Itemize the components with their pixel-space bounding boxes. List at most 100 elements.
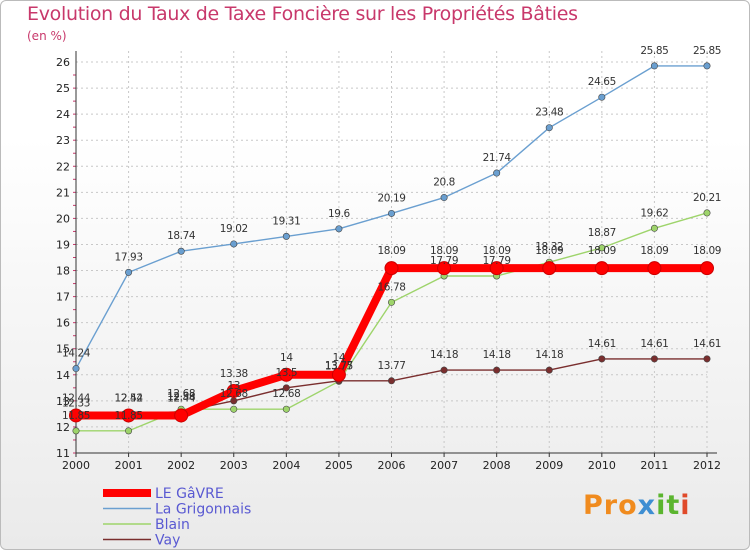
data-point xyxy=(69,408,83,423)
data-point xyxy=(230,405,238,413)
data-label: 16.78 xyxy=(377,281,405,293)
y-tick-label: 23 xyxy=(56,134,70,147)
data-point xyxy=(703,209,711,217)
y-tick-label: 25 xyxy=(56,82,70,95)
data-point xyxy=(703,62,711,70)
data-point xyxy=(387,377,395,385)
data-point xyxy=(650,224,658,232)
data-label: 18.09 xyxy=(693,245,721,257)
data-point xyxy=(121,408,136,423)
y-tick-label: 19 xyxy=(56,238,70,251)
data-label: 25.85 xyxy=(693,45,721,57)
data-label: 13.5 xyxy=(275,367,297,379)
data-label: 20.19 xyxy=(377,192,405,204)
y-tick-label: 12 xyxy=(56,421,70,434)
y-tick-label: 15 xyxy=(56,343,70,356)
data-label: 23.48 xyxy=(535,107,563,119)
data-label: 12.58 xyxy=(167,391,195,403)
data-label: 14.18 xyxy=(535,349,563,361)
data-point xyxy=(703,355,711,363)
y-tick-label: 17 xyxy=(56,291,70,304)
data-label: 18.09 xyxy=(640,245,668,257)
data-point xyxy=(493,169,501,177)
data-label: 13.77 xyxy=(377,360,405,372)
data-point xyxy=(440,366,448,374)
x-tick-label: 2012 xyxy=(693,459,721,472)
data-label: 13.38 xyxy=(220,368,248,380)
data-label: 12.68 xyxy=(220,388,248,400)
data-point xyxy=(598,355,606,363)
data-label: 17.93 xyxy=(115,251,143,263)
y-tick-label: 20 xyxy=(56,212,70,225)
data-label: 14.18 xyxy=(430,349,458,361)
x-tick-label: 2005 xyxy=(325,459,353,472)
legend-label: La Grigonnais xyxy=(155,502,251,518)
x-tick-label: 2004 xyxy=(272,459,300,472)
x-tick-label: 2000 xyxy=(62,459,90,472)
data-label: 12.44 xyxy=(62,392,91,404)
data-label: 14.18 xyxy=(483,349,511,361)
data-label: 18.09 xyxy=(483,245,511,257)
data-point xyxy=(387,298,395,306)
data-label: 13.75 xyxy=(325,360,353,372)
legend-label: LE GâVRE xyxy=(155,486,224,502)
data-label: 14.61 xyxy=(640,338,668,350)
y-tick-label: 14 xyxy=(56,369,70,382)
y-tick-label: 16 xyxy=(56,317,70,330)
data-point xyxy=(542,261,557,276)
data-label: 12.52 xyxy=(115,392,143,404)
data-point xyxy=(650,355,658,363)
data-point xyxy=(598,93,606,101)
data-point xyxy=(440,194,448,202)
data-label: 20.21 xyxy=(693,192,721,204)
data-label: 12.44 xyxy=(167,392,196,404)
data-label: 14.61 xyxy=(588,338,616,350)
data-label: 24.65 xyxy=(588,76,616,88)
x-tick-label: 2007 xyxy=(430,459,458,472)
y-tick-label: 26 xyxy=(56,56,70,69)
x-tick-label: 2011 xyxy=(640,459,668,472)
data-label: 17.79 xyxy=(483,255,511,267)
data-label: 12.68 xyxy=(272,388,300,400)
x-tick-label: 2002 xyxy=(167,459,195,472)
data-label: 20.8 xyxy=(433,177,455,189)
data-label: 14.24 xyxy=(62,348,91,360)
y-axis-unit-label: (en %) xyxy=(27,29,67,43)
data-label: 18.87 xyxy=(588,227,616,239)
data-point xyxy=(335,225,343,233)
data-point xyxy=(230,240,238,248)
legend-label: Blain xyxy=(155,517,190,533)
data-label: 18.32 xyxy=(535,241,563,253)
data-point xyxy=(493,366,501,374)
y-tick-label: 18 xyxy=(56,265,70,278)
data-point xyxy=(279,367,294,382)
x-tick-label: 2006 xyxy=(378,459,406,472)
data-label: 19.02 xyxy=(220,223,248,235)
data-label: 14 xyxy=(333,352,346,364)
x-tick-label: 2010 xyxy=(588,459,616,472)
data-label: 19.31 xyxy=(272,215,300,227)
data-point xyxy=(437,261,452,276)
data-point xyxy=(125,268,133,276)
proxiti-logo: Proxiti xyxy=(583,490,691,521)
data-label: 12.68 xyxy=(167,388,195,400)
data-label: 11.85 xyxy=(115,410,143,422)
data-label: 18.09 xyxy=(430,245,458,257)
chart-title: Evolution du Taux de Taxe Foncière sur l… xyxy=(27,3,578,25)
data-point xyxy=(174,408,189,423)
data-label: 18.74 xyxy=(167,230,196,242)
data-point xyxy=(489,261,504,276)
data-point xyxy=(545,124,553,132)
data-label: 25.85 xyxy=(640,45,668,57)
data-point xyxy=(598,244,606,252)
data-point xyxy=(387,209,395,217)
data-point xyxy=(125,427,133,435)
data-label: 13.77 xyxy=(325,360,353,372)
data-point xyxy=(594,261,609,276)
data-label: 19.62 xyxy=(640,207,668,219)
data-point xyxy=(384,261,399,276)
